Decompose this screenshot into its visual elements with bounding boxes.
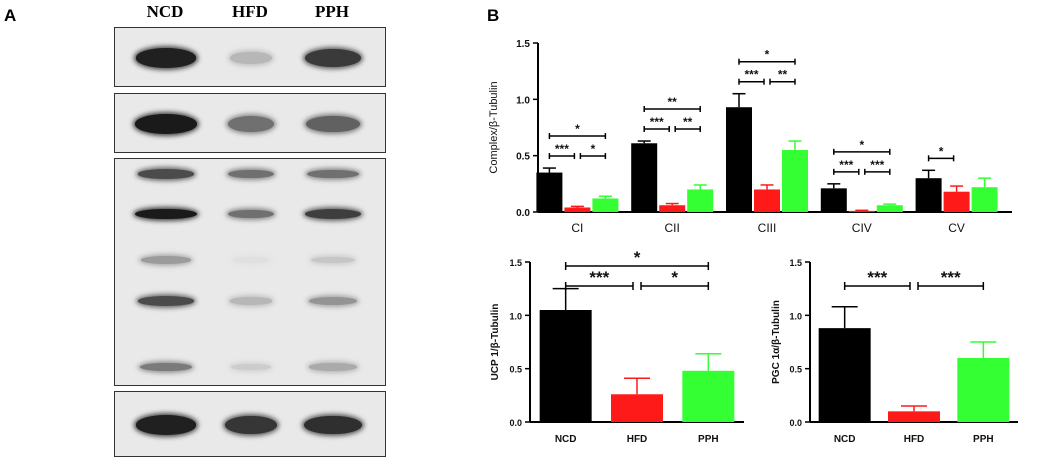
pgc1a-blot-band-pph <box>304 48 362 68</box>
pgc1a-chart-significance-0-label: *** <box>867 268 887 287</box>
complex-x-label-ciii: CIII <box>758 221 777 235</box>
panel-a-letter: A <box>4 6 17 25</box>
tubulin-blot-band-hfd <box>225 415 277 435</box>
ucp1-chart-x-label-ncd: NCD <box>555 434 577 445</box>
ucp1-chart-y-axis-label: UCP 1/β-Tubulin <box>490 304 501 381</box>
pgc1a-blot-band-hfd <box>230 51 272 65</box>
complex-significance-12-label: * <box>939 144 944 158</box>
ucp1-chart-y-tick-label: 0.0 <box>509 418 522 428</box>
complex-bar-ciii-ncd <box>726 107 752 212</box>
ucp1-blot <box>114 93 386 153</box>
pgc1a-chart-x-label-ncd: NCD <box>834 434 856 445</box>
complex-significance-1-label: *** <box>555 142 569 156</box>
pgc1a-blot <box>114 27 386 87</box>
pgc1a-blot-band-ncd <box>135 48 197 68</box>
complex-x-label-ci: CI <box>571 221 583 235</box>
oxphos-ci-band-pph <box>309 363 357 371</box>
ucp1-chart-x-label-hfd: HFD <box>627 434 648 445</box>
complex-bar-cv-ncd <box>915 178 942 212</box>
oxphos-cv-band-ncd <box>137 169 195 179</box>
oxphos-ciii-band-hfd <box>227 209 275 219</box>
oxphos-cii-band-ncd <box>137 296 195 306</box>
lane-header-hfd: HFD <box>232 2 268 21</box>
oxphos-civ-band-pph <box>310 256 356 264</box>
complex-bar-civ-hfd <box>848 210 875 212</box>
complex-bar-ci-pph <box>592 198 619 212</box>
complex-chart-y-tick-label: 1.0 <box>516 95 530 106</box>
oxphos-ciii-band-ncd <box>135 208 197 220</box>
oxphos-ci-band-hfd <box>231 363 271 371</box>
oxphos-civ-band-hfd <box>231 256 271 264</box>
tubulin-blot <box>114 391 386 457</box>
complex-bar-civ-pph <box>876 205 903 212</box>
pgc1a-chart-y-axis-label: PGC 1α/β-Tubulin <box>771 300 782 384</box>
oxphos-civ-band-ncd <box>141 256 191 264</box>
pgc1a-chart-y-tick-label: 0.0 <box>789 418 802 428</box>
ucp1-chart-y-tick-label: 1.5 <box>509 258 522 268</box>
complex-x-label-cii: CII <box>665 221 680 235</box>
complex-bar-ci-ncd <box>536 172 563 212</box>
complex-bar-ci-hfd <box>564 207 591 212</box>
pgc1a-chart-y-tick-label: 1.0 <box>789 311 802 321</box>
complex-x-label-civ: CIV <box>852 221 872 235</box>
ucp1-chart-significance-0-label: * <box>634 248 641 267</box>
complex-significance-4-label: *** <box>650 115 664 129</box>
pgc1a-chart-bar-pph <box>957 358 1010 422</box>
lane-header-ncd: NCD <box>146 2 184 21</box>
complex-chart-y-axis-label: Complex/β-Tubulin <box>488 81 500 173</box>
ucp1-chart-bar-hfd <box>611 394 663 422</box>
ucp1-blot-band-pph <box>306 115 360 133</box>
complex-bar-civ-ncd <box>820 188 847 212</box>
complex-significance-5-label: ** <box>683 115 693 129</box>
complex-bar-cv-hfd <box>943 191 970 212</box>
pgc1a-chart-x-label-hfd: HFD <box>904 434 925 445</box>
complex-significance-2-label: * <box>591 142 596 156</box>
complex-x-label-cv: CV <box>948 221 965 235</box>
pgc1a-chart-bar-hfd <box>888 411 940 422</box>
ucp1-chart-x-label-pph: PPH <box>698 434 719 445</box>
tubulin-blot-band-pph <box>304 415 362 435</box>
ucp1-blot-band-hfd <box>227 116 275 132</box>
lane-header-pph: PPH <box>315 2 349 21</box>
complex-significance-10-label: *** <box>839 158 853 172</box>
pgc1a-chart-y-tick-label: 1.5 <box>789 258 802 268</box>
oxphos-blot <box>114 158 386 386</box>
complex-chart-y-tick-label: 0.0 <box>516 208 530 219</box>
complex-significance-7-label: *** <box>744 68 758 82</box>
ucp1-chart-bar-ncd <box>539 310 592 422</box>
panel-b-letter: B <box>487 6 500 25</box>
complex-bar-ciii-hfd <box>754 189 780 212</box>
complex-significance-0-label: * <box>575 122 580 136</box>
ucp1-chart-bar-pph <box>682 370 735 422</box>
complex-significance-11-label: *** <box>870 158 884 172</box>
ucp1-chart-significance-1-label: *** <box>589 268 609 287</box>
oxphos-ciii-band-pph <box>304 209 361 219</box>
oxphos-ci-band-ncd <box>139 362 193 372</box>
oxphos-cii-band-hfd <box>230 297 272 305</box>
complex-significance-9-label: * <box>859 138 864 152</box>
oxphos-cv-band-hfd <box>227 169 275 179</box>
complex-bar-cii-ncd <box>631 143 658 212</box>
pgc1a-chart-x-label-pph: PPH <box>973 434 994 445</box>
ucp1-chart-significance-2-label: * <box>671 268 678 287</box>
ucp1-blot-band-ncd <box>135 114 197 134</box>
pgc1a-chart-y-tick-label: 0.5 <box>789 365 802 375</box>
tubulin-blot-band-ncd <box>135 415 197 435</box>
complex-bar-cii-pph <box>687 189 714 212</box>
pgc1a-chart-significance-1-label: *** <box>941 268 961 287</box>
complex-significance-3-label: ** <box>668 95 678 109</box>
pgc1a-chart-bar-ncd <box>818 328 871 422</box>
oxphos-cv-band-pph <box>307 169 359 179</box>
ucp1-chart-y-tick-label: 0.5 <box>509 365 522 375</box>
ucp1-chart-y-tick-label: 1.0 <box>509 311 522 321</box>
complex-chart-y-tick-label: 0.5 <box>516 152 530 163</box>
complex-significance-8-label: ** <box>778 68 788 82</box>
complex-chart-y-tick-label: 1.5 <box>516 39 530 50</box>
oxphos-cii-band-pph <box>308 297 358 305</box>
complex-significance-6-label: * <box>765 48 770 62</box>
complex-bar-ciii-pph <box>782 150 808 212</box>
complex-bar-cii-hfd <box>659 205 686 212</box>
complex-bar-cv-pph <box>971 187 998 212</box>
